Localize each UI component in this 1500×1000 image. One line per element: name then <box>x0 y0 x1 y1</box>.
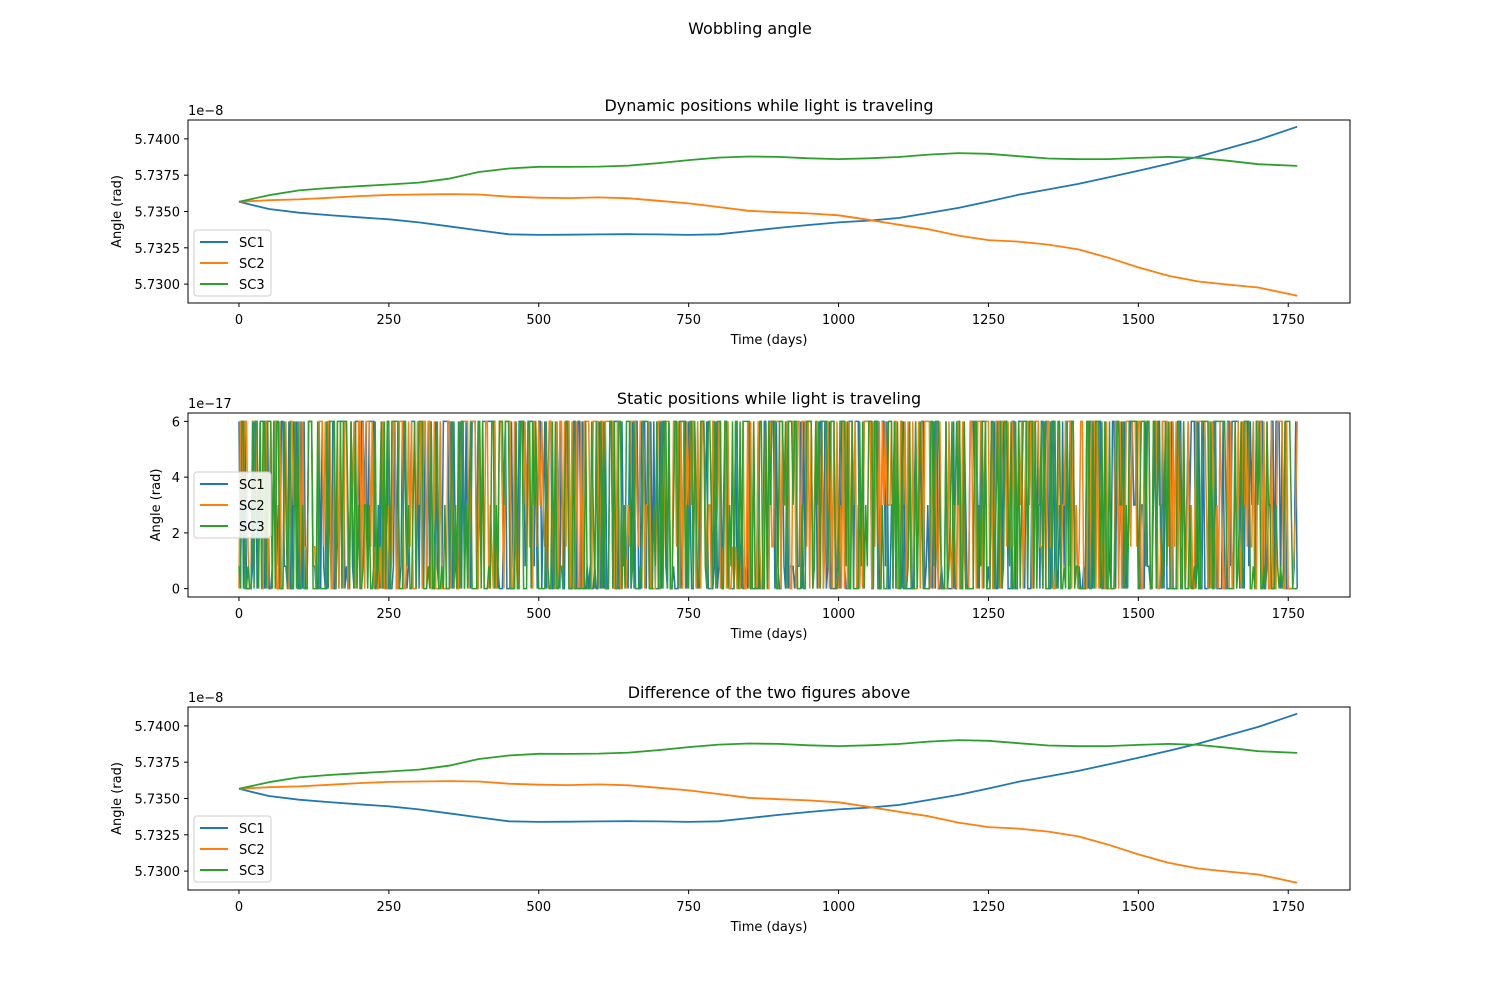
subplot-static: Static positions while light is travelin… <box>149 389 1351 642</box>
x-tick-label: 250 <box>376 607 401 622</box>
axes-frame <box>187 412 1351 598</box>
legend-box <box>193 471 272 539</box>
y-tick-label: 5.7350 <box>135 206 181 221</box>
legend: SC1 SC2 SC3 <box>193 815 272 883</box>
series-line-sc2 <box>238 780 1298 884</box>
legend-label-sc1: SC1 <box>239 822 265 837</box>
legend: SC1 SC2 SC3 <box>193 229 272 297</box>
x-tick-label: 1750 <box>1272 313 1305 328</box>
x-tick-label: 1000 <box>822 313 855 328</box>
y-axis-label: Angle (rad) <box>110 762 125 835</box>
y-tick-label: 5.7325 <box>135 242 181 257</box>
x-tick-label: 1000 <box>822 900 855 915</box>
plot-area <box>238 420 1298 590</box>
y-axis-label: Angle (rad) <box>110 175 125 248</box>
x-tick-label: 1250 <box>972 313 1005 328</box>
x-tick-label: 500 <box>526 900 551 915</box>
y-tick-label: 5.7300 <box>135 278 181 293</box>
y-tick-label: 5.7400 <box>135 133 181 148</box>
series-line-sc2 <box>238 193 1298 297</box>
y-tick-label: 2 <box>172 527 180 542</box>
y-tick-label: 5.7375 <box>135 756 181 771</box>
x-tick-label: 250 <box>376 900 401 915</box>
series-line-sc3 <box>238 152 1298 203</box>
x-tick-label: 1500 <box>1122 900 1155 915</box>
legend-label-sc1: SC1 <box>239 236 265 251</box>
x-axis-label: Time (days) <box>730 333 808 348</box>
x-tick-label: 1750 <box>1272 900 1305 915</box>
legend-box <box>193 229 272 297</box>
subplot-title: Difference of the two figures above <box>628 683 911 702</box>
subplot-title: Static positions while light is travelin… <box>617 389 921 408</box>
x-tick-label: 1750 <box>1272 607 1305 622</box>
plot-area <box>238 125 1298 297</box>
x-tick-label: 0 <box>235 607 243 622</box>
y-offset-label: 1e−17 <box>188 397 232 412</box>
legend-box <box>193 815 272 883</box>
y-axis-label: Angle (rad) <box>149 469 164 542</box>
x-tick-label: 1250 <box>972 900 1005 915</box>
x-tick-label: 1500 <box>1122 313 1155 328</box>
y-tick-label: 0 <box>172 583 180 598</box>
legend-label-sc3: SC3 <box>239 520 265 535</box>
x-tick-label: 1000 <box>822 607 855 622</box>
x-tick-label: 750 <box>676 607 701 622</box>
legend-label-sc2: SC2 <box>239 257 265 272</box>
series-line-sc3 <box>238 739 1298 790</box>
y-tick-label: 5.7350 <box>135 793 181 808</box>
legend-label-sc1: SC1 <box>239 478 265 493</box>
legend-label-sc3: SC3 <box>239 864 265 879</box>
x-tick-label: 0 <box>235 900 243 915</box>
subplot-difference: Difference of the two figures above 0 250 5… <box>110 683 1351 935</box>
x-tick-label: 250 <box>376 313 401 328</box>
x-tick-label: 500 <box>526 607 551 622</box>
y-tick-label: 6 <box>172 415 180 430</box>
y-offset-label: 1e−8 <box>188 104 223 119</box>
y-tick-label: 4 <box>172 471 180 486</box>
x-tick-label: 750 <box>676 900 701 915</box>
y-offset-label: 1e−8 <box>188 691 223 706</box>
plot-area <box>238 712 1298 884</box>
x-tick-label: 750 <box>676 313 701 328</box>
legend-label-sc2: SC2 <box>239 843 265 858</box>
legend-label-sc3: SC3 <box>239 278 265 293</box>
series-line-sc3 <box>238 420 1298 590</box>
y-tick-label: 5.7400 <box>135 720 181 735</box>
y-tick-label: 5.7375 <box>135 169 181 184</box>
x-tick-label: 1250 <box>972 607 1005 622</box>
x-axis-label: Time (days) <box>730 920 808 935</box>
y-tick-label: 5.7325 <box>135 829 181 844</box>
series-line-sc1 <box>238 125 1298 236</box>
legend: SC1 SC2 SC3 <box>193 471 272 539</box>
series-line-sc1 <box>238 712 1298 823</box>
subplot-title: Dynamic positions while light is traveli… <box>604 96 933 115</box>
y-tick-label: 5.7300 <box>135 865 181 880</box>
x-tick-label: 0 <box>235 313 243 328</box>
x-tick-label: 1500 <box>1122 607 1155 622</box>
figure-title: Wobbling angle <box>688 19 812 38</box>
legend-label-sc2: SC2 <box>239 499 265 514</box>
x-tick-label: 500 <box>526 313 551 328</box>
x-axis-label: Time (days) <box>730 627 808 642</box>
subplot-dynamic: Dynamic positions while light is traveli… <box>110 96 1351 348</box>
